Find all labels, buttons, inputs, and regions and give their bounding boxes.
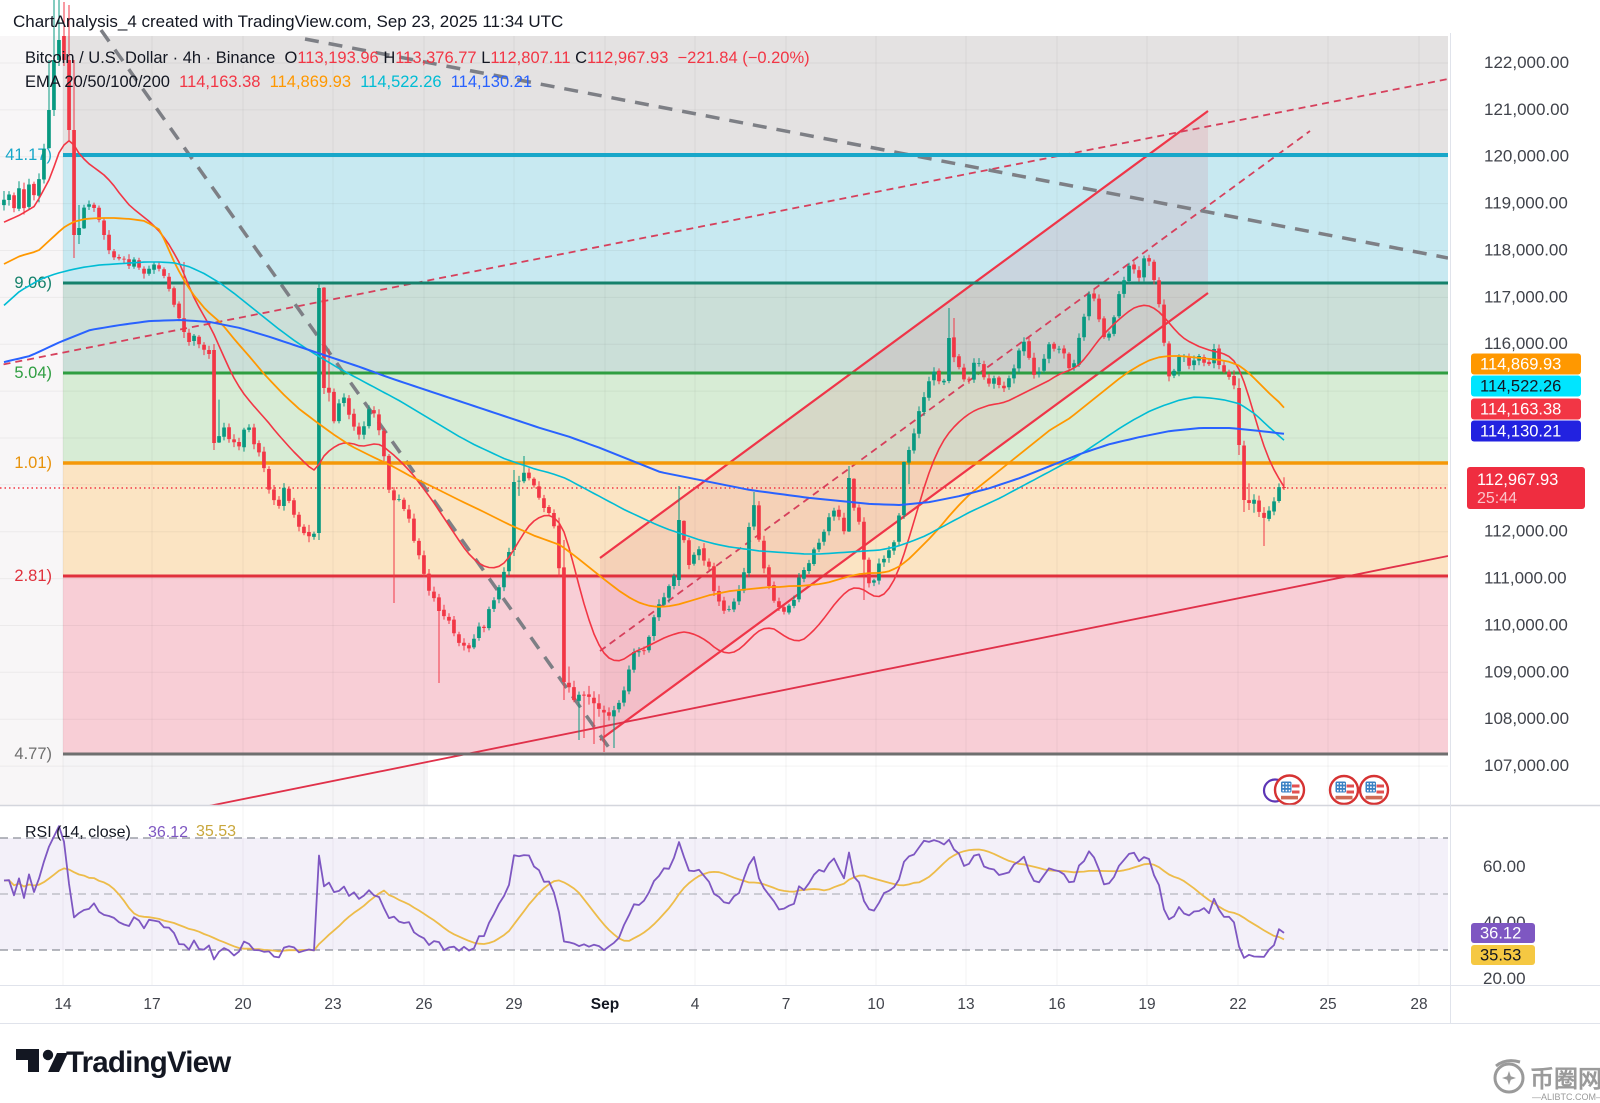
svg-text:4: 4 bbox=[691, 996, 700, 1013]
svg-text:RSI (14, close): RSI (14, close) bbox=[25, 824, 131, 841]
svg-text:114,163.38: 114,163.38 bbox=[1480, 401, 1561, 419]
svg-text:29: 29 bbox=[505, 996, 522, 1013]
svg-text:16: 16 bbox=[1048, 996, 1065, 1013]
svg-text:111,000.00: 111,000.00 bbox=[1484, 569, 1567, 588]
svg-text:—ALIBTC.COM—: —ALIBTC.COM— bbox=[1532, 1092, 1600, 1102]
svg-text:120,000.00: 120,000.00 bbox=[1484, 147, 1569, 166]
svg-text:36.12: 36.12 bbox=[148, 824, 188, 841]
svg-text:1.01): 1.01) bbox=[14, 454, 52, 472]
svg-text:118,000.00: 118,000.00 bbox=[1484, 241, 1568, 260]
svg-text:41.17): 41.17) bbox=[5, 146, 52, 164]
svg-text:19: 19 bbox=[1138, 996, 1155, 1013]
svg-text:114,869.93: 114,869.93 bbox=[1480, 356, 1561, 374]
svg-text:107,000.00: 107,000.00 bbox=[1484, 756, 1569, 775]
svg-text:20.00: 20.00 bbox=[1483, 969, 1526, 988]
svg-text:7: 7 bbox=[782, 996, 791, 1013]
svg-text:4.77): 4.77) bbox=[14, 745, 52, 763]
svg-text:10: 10 bbox=[867, 996, 885, 1013]
svg-text:23: 23 bbox=[324, 996, 341, 1013]
svg-text:2.81): 2.81) bbox=[14, 567, 52, 585]
svg-text:108,000.00: 108,000.00 bbox=[1484, 709, 1569, 728]
svg-text:ChartAnalysis_4 created with T: ChartAnalysis_4 created with TradingView… bbox=[13, 12, 563, 31]
svg-text:25: 25 bbox=[1319, 996, 1336, 1013]
svg-text:币圈网: 币圈网 bbox=[1530, 1066, 1600, 1093]
svg-text:13: 13 bbox=[957, 996, 974, 1013]
svg-text:36.12: 36.12 bbox=[1480, 925, 1521, 943]
svg-text:25:44: 25:44 bbox=[1477, 490, 1517, 507]
svg-text:EMA 20/50/100/200 114,163.38: EMA 20/50/100/200 114,163.38 114,869.93 … bbox=[25, 73, 532, 91]
svg-text:114,130.21: 114,130.21 bbox=[1480, 423, 1561, 441]
svg-text:116,000.00: 116,000.00 bbox=[1484, 334, 1568, 353]
svg-text:112,000.00: 112,000.00 bbox=[1484, 522, 1568, 541]
svg-text:114,522.26: 114,522.26 bbox=[1480, 378, 1561, 396]
svg-text:119,000.00: 119,000.00 bbox=[1484, 194, 1568, 213]
svg-text:28: 28 bbox=[1410, 996, 1427, 1013]
svg-text:17: 17 bbox=[143, 996, 160, 1013]
svg-text:117,000.00: 117,000.00 bbox=[1484, 287, 1568, 306]
svg-text:Bitcoin / U.S. Dollar · 4h · B: Bitcoin / U.S. Dollar · 4h · Binance O11… bbox=[25, 49, 810, 67]
svg-text:112,967.93: 112,967.93 bbox=[1477, 471, 1558, 489]
svg-text:110,000.00: 110,000.00 bbox=[1484, 616, 1568, 635]
svg-text:22: 22 bbox=[1229, 996, 1246, 1013]
svg-text:Sep: Sep bbox=[591, 996, 619, 1013]
svg-text:26: 26 bbox=[415, 996, 432, 1013]
svg-text:35.53: 35.53 bbox=[1480, 947, 1521, 965]
svg-text:35.53: 35.53 bbox=[196, 823, 236, 840]
svg-text:109,000.00: 109,000.00 bbox=[1484, 662, 1569, 681]
svg-text:20: 20 bbox=[234, 996, 252, 1013]
svg-text:14: 14 bbox=[54, 996, 72, 1013]
svg-text:60.00: 60.00 bbox=[1483, 857, 1526, 876]
svg-text:TradingView: TradingView bbox=[66, 1046, 231, 1079]
svg-text:5.04): 5.04) bbox=[14, 364, 52, 382]
svg-text:122,000.00: 122,000.00 bbox=[1484, 53, 1569, 72]
svg-text:121,000.00: 121,000.00 bbox=[1484, 100, 1569, 119]
